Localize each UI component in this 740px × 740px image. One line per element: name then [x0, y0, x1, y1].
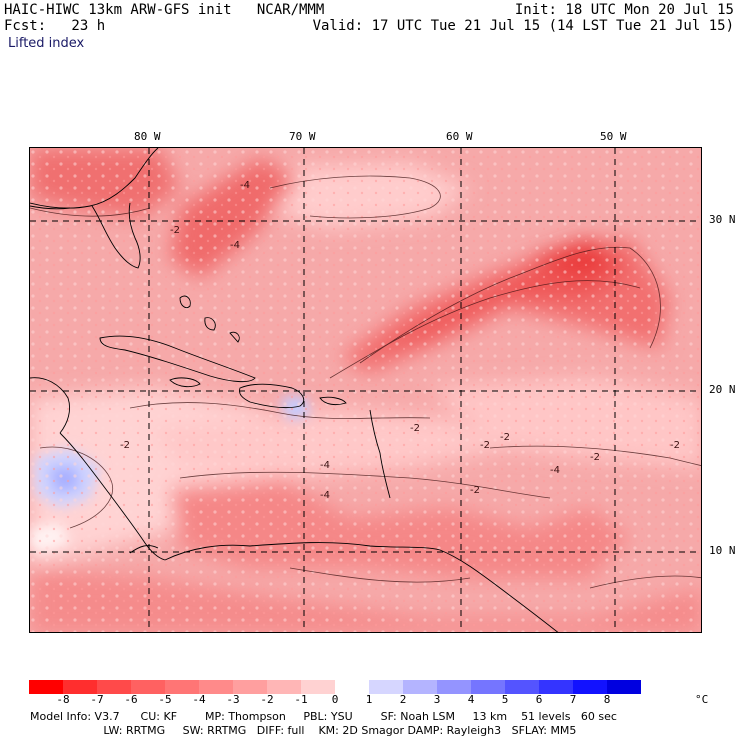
panama	[129, 545, 159, 554]
colorbar-swatch	[233, 680, 267, 694]
contour-label: -4	[550, 465, 560, 476]
colorbar-swatch	[437, 680, 471, 694]
lifted-index-map: -4 -2 -4 -2 -2 -4 -2 -2 -2 -2 -4 -4 -2	[29, 147, 702, 633]
colorbar	[29, 680, 641, 694]
colorbar-swatch	[471, 680, 505, 694]
contour-label: -4	[240, 180, 250, 191]
bahamas-2	[204, 317, 216, 331]
colorbar-tick-label: -1	[294, 693, 308, 706]
field-name: Lifted index	[8, 36, 85, 51]
contour-labels: -4 -2 -4 -2 -2 -4 -2 -2 -2 -2 -4 -4 -2	[120, 180, 680, 501]
colorbar-tick-label: -4	[192, 693, 206, 706]
colorbar-tick-label: 5	[501, 693, 509, 706]
colorbar-tick-label: 1	[365, 693, 373, 706]
yucatan	[30, 377, 71, 434]
coastlines	[30, 148, 559, 632]
contour-label: -2	[670, 440, 680, 451]
model-info-line2: LW: RRTMG SW: RRTMG DIFF: full KM: 2D Sm…	[30, 724, 577, 737]
lesser-antilles	[369, 409, 391, 499]
florida	[91, 202, 141, 269]
colorbar-swatch	[97, 680, 131, 694]
lat-label-20n: 20 N	[709, 383, 736, 396]
colorbar-swatch	[607, 680, 641, 694]
colorbar-tick-label: 4	[467, 693, 475, 706]
central-america	[59, 432, 166, 561]
colorbar-tick-label: 6	[535, 693, 543, 706]
map-canvas: -4 -2 -4 -2 -2 -4 -2 -2 -2 -2 -4 -4 -2	[30, 148, 701, 632]
forecast-hour: Fcst: 23 h	[4, 18, 106, 34]
south-america	[164, 542, 559, 632]
colorbar-swatch	[199, 680, 233, 694]
contour-label: -2	[500, 432, 510, 443]
colorbar-swatch	[505, 680, 539, 694]
lon-label-70w: 70 W	[289, 130, 316, 143]
hispaniola	[239, 383, 305, 409]
colorbar-swatch	[267, 680, 301, 694]
colorbar-unit: °C	[695, 693, 709, 706]
contour-label: -2	[590, 452, 600, 463]
speckle-texture	[30, 148, 701, 632]
colorbar-swatch	[165, 680, 199, 694]
colorbar-tick-label: 2	[399, 693, 407, 706]
contour-label: -4	[320, 490, 330, 501]
contour-label: -2	[120, 440, 130, 451]
contour-label: -4	[230, 240, 240, 251]
colorbar-swatch	[63, 680, 97, 694]
colorbar-swatch	[403, 680, 437, 694]
lat-label-10n: 10 N	[709, 544, 736, 557]
colorbar-swatch	[335, 680, 369, 694]
colorbar-tick-label: 0	[331, 693, 339, 706]
valid-time: Valid: 17 UTC Tue 21 Jul 15 (14 LST Tue …	[312, 18, 734, 34]
colorbar-swatch	[301, 680, 335, 694]
contour-label: -2	[410, 423, 420, 434]
bahamas-3	[229, 331, 240, 343]
cuba	[99, 335, 256, 383]
colorbar-tick-label: -5	[158, 693, 172, 706]
jamaica	[169, 377, 201, 388]
colorbar-tick-label: -7	[90, 693, 104, 706]
colorbar-swatch	[29, 680, 63, 694]
colorbar-tick-label: -2	[260, 693, 274, 706]
run-title: HAIC-HIWC 13km ARW-GFS init NCAR/MMM	[4, 2, 325, 18]
colorbar-tick-label: 7	[569, 693, 577, 706]
contour-label: -2	[170, 225, 180, 236]
colorbar-tick-label: -8	[56, 693, 70, 706]
lat-label-30n: 30 N	[709, 213, 736, 226]
init-time: Init: 18 UTC Mon 20 Jul 15	[514, 2, 734, 18]
contour-lines	[30, 175, 701, 589]
gulf-coast	[30, 205, 71, 210]
lat-lon-grid	[30, 148, 701, 632]
lon-label-50w: 50 W	[600, 130, 627, 143]
contour-label: -4	[320, 460, 330, 471]
colorbar-tick-label: -6	[124, 693, 138, 706]
model-info-line1: Model Info: V3.7 CU: KF MP: Thompson PBL…	[30, 710, 617, 723]
us-coastline	[30, 148, 159, 209]
colorbar-swatch	[539, 680, 573, 694]
colorbar-swatch	[369, 680, 403, 694]
colorbar-tick-label: 3	[433, 693, 441, 706]
colorbar-tick-label: -3	[226, 693, 240, 706]
contour-label: -2	[480, 440, 490, 451]
colorbar-swatch	[131, 680, 165, 694]
lon-label-60w: 60 W	[446, 130, 473, 143]
puerto-rico	[319, 396, 347, 406]
contour-label: -2	[470, 485, 480, 496]
bahamas-1	[179, 295, 191, 309]
colorbar-swatch	[573, 680, 607, 694]
lon-label-80w: 80 W	[134, 130, 161, 143]
colorbar-tick-label: 8	[603, 693, 611, 706]
